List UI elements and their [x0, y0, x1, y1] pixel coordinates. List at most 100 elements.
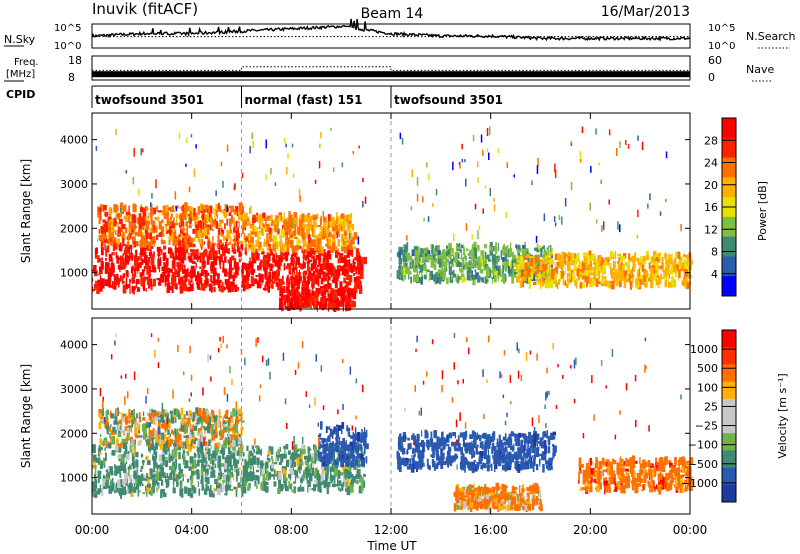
scatter-cell — [461, 143, 463, 150]
scatter-cell — [227, 437, 230, 446]
scatter-cell — [203, 441, 208, 446]
scatter-cell — [151, 412, 155, 418]
scatter-cell — [213, 453, 217, 461]
scatter-cell — [230, 275, 232, 278]
scatter-cell — [187, 287, 190, 289]
scatter-cell — [328, 232, 332, 238]
scatter-cell — [534, 247, 539, 251]
scatter-cell — [528, 261, 531, 266]
scatter-cell — [341, 246, 345, 252]
scatter-cell — [207, 227, 210, 235]
scatter-cell — [498, 265, 500, 269]
scatter-cell — [528, 274, 532, 280]
scatter-cell — [284, 451, 288, 454]
scatter-cell — [184, 202, 188, 212]
scatter-cell — [191, 456, 196, 460]
scatter-cell — [317, 278, 320, 287]
scatter-cell — [198, 278, 201, 283]
scatter-cell — [121, 458, 125, 465]
scatter-cell — [151, 193, 153, 199]
scatter-cell — [184, 251, 186, 257]
scatter-cell — [100, 261, 104, 270]
scatter-cell — [234, 461, 238, 469]
scatter-cell — [117, 212, 121, 220]
scatter-cell — [266, 277, 270, 286]
scatter-cell — [450, 258, 454, 265]
scatter-cell — [175, 430, 178, 436]
scatter-cell — [235, 439, 239, 447]
scatter-cell — [306, 260, 311, 264]
scatter-cell — [278, 270, 280, 276]
scatter-cell — [167, 247, 172, 254]
scatter-cell — [277, 283, 279, 287]
scatter-cell — [442, 249, 446, 255]
scatter-cell — [134, 429, 138, 436]
scatter-cell — [283, 219, 286, 226]
scatter-cell — [477, 275, 481, 283]
scatter-cell — [220, 471, 223, 479]
scatter-cell — [92, 487, 97, 492]
scatter-cell — [97, 214, 101, 218]
scatter-cell — [660, 275, 662, 284]
scatter-cell — [146, 478, 148, 482]
scatter-cell — [124, 261, 127, 268]
scatter-cell — [224, 203, 226, 212]
scatter-cell — [511, 275, 514, 284]
scatter-cell — [131, 273, 136, 280]
scatter-cell — [150, 486, 153, 495]
scatter-cell — [561, 264, 564, 273]
scatter-cell — [126, 427, 130, 433]
scatter-cell — [104, 244, 106, 250]
scatter-cell — [229, 444, 233, 448]
scatter-cell — [500, 250, 503, 258]
scatter-cell — [244, 263, 248, 266]
scatter-cell — [163, 252, 167, 258]
scatter-cell — [157, 464, 162, 469]
scatter-cell — [143, 431, 146, 440]
scatter-cell — [554, 222, 557, 227]
scatter-cell — [198, 421, 203, 424]
scatter-cell — [200, 468, 204, 476]
scatter-cell — [160, 239, 163, 243]
scatter-cell — [519, 248, 522, 251]
scatter-cell — [231, 255, 235, 261]
scatter-cell — [135, 421, 140, 428]
scatter-cell — [192, 250, 197, 255]
scatter-cell — [637, 269, 639, 273]
scatter-cell — [156, 205, 158, 212]
scatter-cell — [233, 261, 236, 269]
scatter-cell — [133, 229, 136, 233]
scatter-cell — [172, 478, 175, 485]
scatter-cell — [105, 414, 108, 419]
scatter-cell — [122, 478, 126, 485]
scatter-cell — [121, 438, 124, 441]
scatter-cell — [168, 271, 170, 275]
scatter-cell — [108, 237, 113, 242]
scatter-cell — [299, 220, 303, 228]
scatter-cell — [150, 248, 152, 252]
scatter-cell — [138, 219, 141, 228]
scatter-cell — [170, 433, 172, 437]
scatter-cell — [318, 256, 321, 266]
scatter-cell — [627, 274, 629, 283]
scatter-cell — [234, 425, 238, 433]
scatter-cell — [519, 261, 522, 267]
scatter-cell — [230, 488, 234, 491]
scatter-cell — [189, 238, 193, 248]
scatter-cell — [175, 213, 179, 218]
scatter-cell — [437, 258, 442, 265]
scatter-cell — [665, 273, 668, 278]
scatter-cell — [340, 233, 344, 243]
scatter-cell — [459, 276, 463, 280]
scatter-cell — [322, 261, 327, 270]
scatter-cell — [235, 489, 238, 497]
scatter-cell — [301, 461, 304, 466]
scatter-cell — [617, 260, 620, 264]
scatter-cell — [419, 258, 422, 266]
scatter-cell — [313, 220, 317, 227]
scatter-cell — [151, 264, 154, 272]
scatter-cell — [222, 242, 224, 247]
scatter-cell — [145, 237, 148, 246]
scatter-cell — [267, 450, 271, 456]
scatter-cell — [316, 264, 319, 268]
